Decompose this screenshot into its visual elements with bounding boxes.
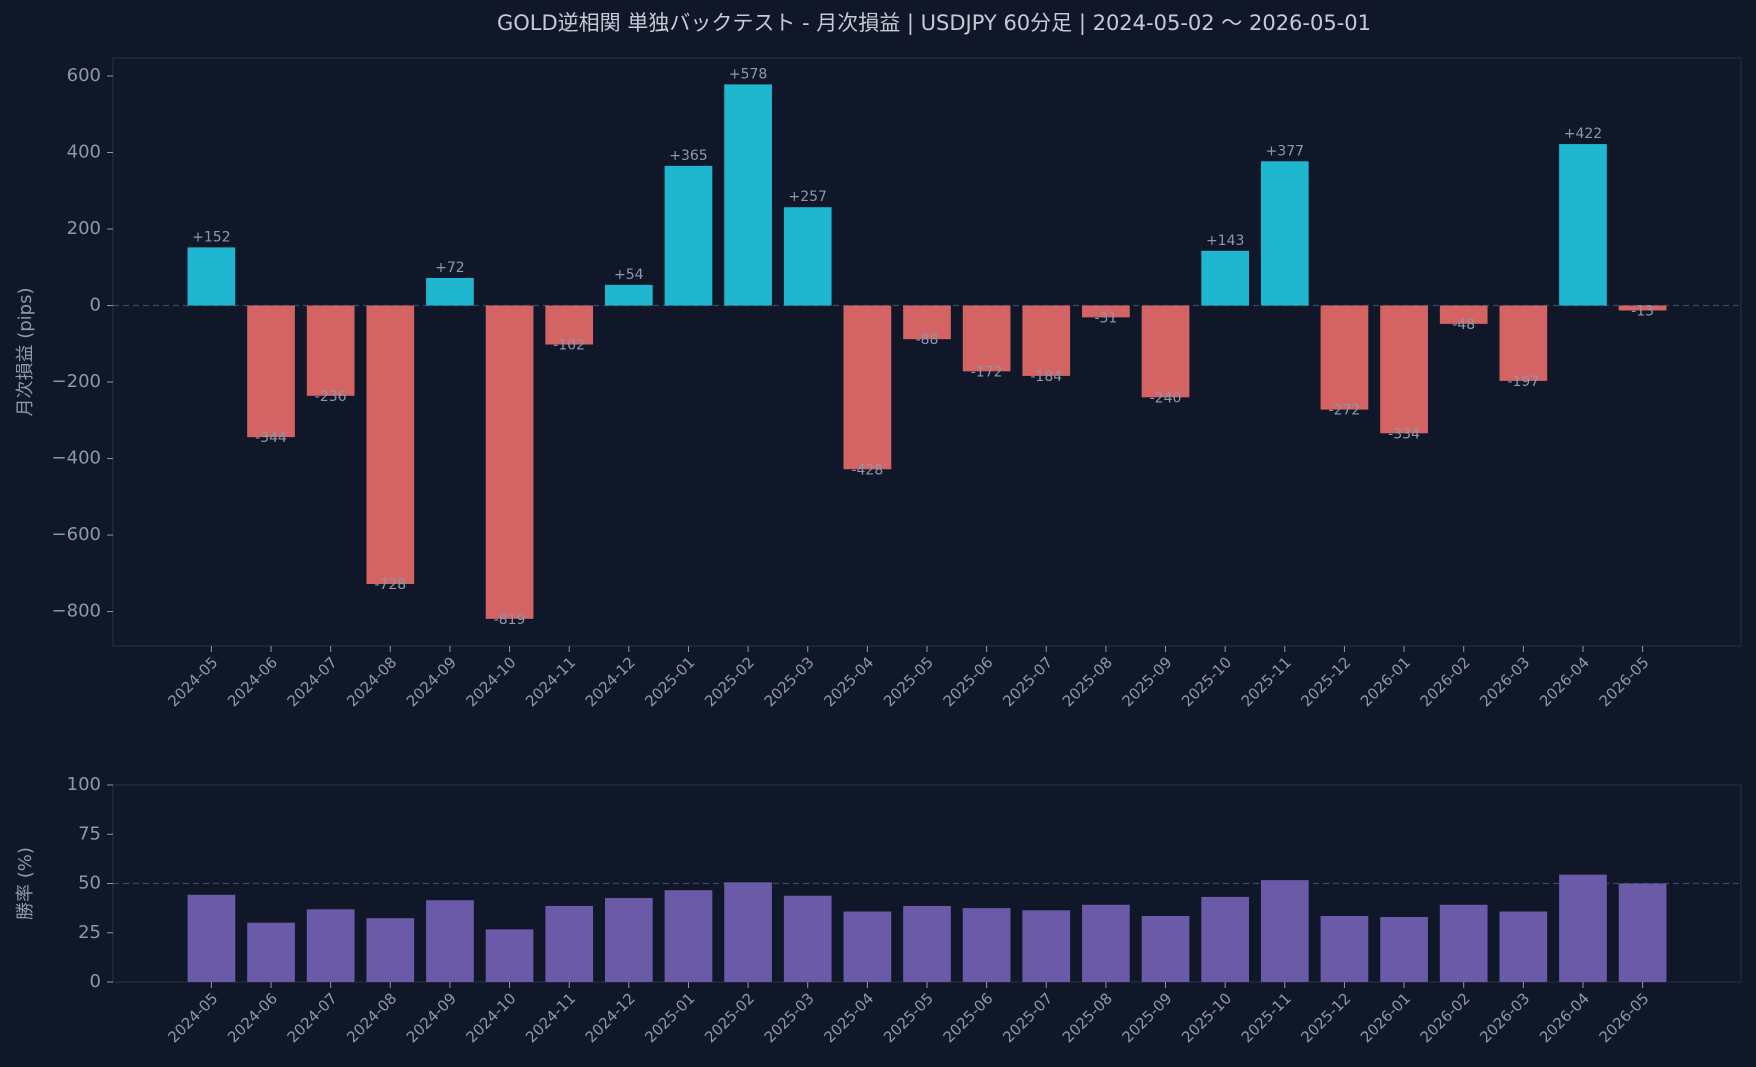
bar	[187, 894, 236, 982]
y-tick-label: −200	[52, 371, 101, 392]
y-tick-label: −600	[52, 524, 101, 545]
bar	[724, 882, 772, 982]
bar	[664, 890, 713, 982]
bar	[545, 305, 594, 345]
bar	[426, 277, 474, 306]
bar	[1022, 305, 1071, 376]
bar	[843, 305, 892, 470]
bar	[1260, 161, 1309, 306]
y-tick-label: 400	[67, 141, 101, 162]
bar	[783, 895, 832, 982]
value-label: -172	[971, 364, 1003, 380]
bar	[604, 898, 653, 982]
value-label: -88	[916, 332, 939, 348]
bar	[903, 305, 951, 340]
bar	[843, 911, 892, 982]
y-tick-label: 600	[67, 65, 101, 86]
value-label: -102	[553, 338, 585, 354]
value-label: -240	[1150, 390, 1182, 406]
bar	[247, 305, 295, 438]
bar	[1499, 911, 1548, 982]
value-label: +143	[1206, 233, 1244, 249]
value-label: +54	[614, 267, 644, 283]
bar	[962, 908, 1011, 982]
value-label: -272	[1329, 403, 1361, 419]
bar	[903, 905, 951, 982]
y-tick-label: 200	[67, 218, 101, 239]
value-label: -197	[1507, 374, 1539, 390]
bar	[1141, 305, 1190, 398]
value-label: +72	[435, 260, 465, 276]
bar	[1201, 896, 1250, 982]
bar	[1439, 305, 1488, 324]
bar	[366, 918, 415, 982]
bar	[962, 305, 1011, 372]
bar	[1559, 144, 1607, 306]
bar	[1022, 910, 1071, 982]
bar	[247, 922, 295, 982]
value-label: -236	[315, 389, 347, 405]
value-label: -184	[1030, 369, 1062, 385]
bar	[306, 909, 355, 982]
value-label: -344	[255, 430, 287, 446]
bar	[545, 905, 594, 982]
value-label: -334	[1388, 426, 1420, 442]
bar	[1618, 883, 1667, 982]
bar	[1082, 904, 1130, 982]
y-tick-label: 100	[67, 774, 101, 795]
value-label: -48	[1452, 317, 1475, 333]
value-label: +152	[192, 229, 230, 245]
value-label: -728	[374, 577, 406, 593]
bar	[1559, 874, 1607, 982]
value-label: +578	[729, 66, 767, 82]
value-label: +377	[1266, 143, 1304, 159]
bar	[604, 284, 653, 306]
value-label: -819	[494, 612, 526, 628]
bar	[664, 165, 713, 306]
y-tick-label: −400	[52, 448, 101, 469]
bar	[724, 84, 772, 306]
bar	[1320, 916, 1369, 982]
value-label: -13	[1631, 303, 1654, 319]
bar	[1618, 305, 1667, 311]
bar	[783, 207, 832, 306]
bar	[1141, 916, 1190, 982]
bar	[1082, 305, 1130, 318]
bar	[306, 305, 355, 396]
y-tick-label: 25	[78, 922, 101, 943]
bar	[485, 305, 534, 619]
value-label: -31	[1094, 310, 1117, 326]
value-label: +365	[669, 148, 707, 164]
bar	[1439, 904, 1488, 982]
value-label: +422	[1564, 126, 1602, 142]
y-axis-label: 月次損益 (pips)	[15, 288, 36, 417]
bar	[1380, 305, 1428, 434]
bar	[426, 900, 474, 982]
bar	[1380, 916, 1428, 982]
bar	[366, 305, 415, 585]
y-tick-label: −800	[52, 601, 101, 622]
bar	[1201, 250, 1250, 306]
y-tick-label: 50	[78, 873, 101, 894]
value-label: +257	[789, 189, 827, 205]
bar	[485, 929, 534, 982]
bar	[1260, 880, 1309, 982]
figure-title: GOLD逆相関 単独バックテスト - 月次損益 | USDJPY 60分足 | …	[497, 11, 1371, 36]
bar	[1499, 305, 1548, 381]
bar	[187, 247, 236, 306]
y-tick-label: 0	[90, 971, 101, 992]
value-label: -428	[851, 462, 883, 478]
bar	[1320, 305, 1369, 410]
y-tick-label: 75	[78, 823, 101, 844]
y-axis-label: 勝率 (%)	[15, 847, 36, 920]
y-tick-label: 0	[90, 295, 101, 316]
